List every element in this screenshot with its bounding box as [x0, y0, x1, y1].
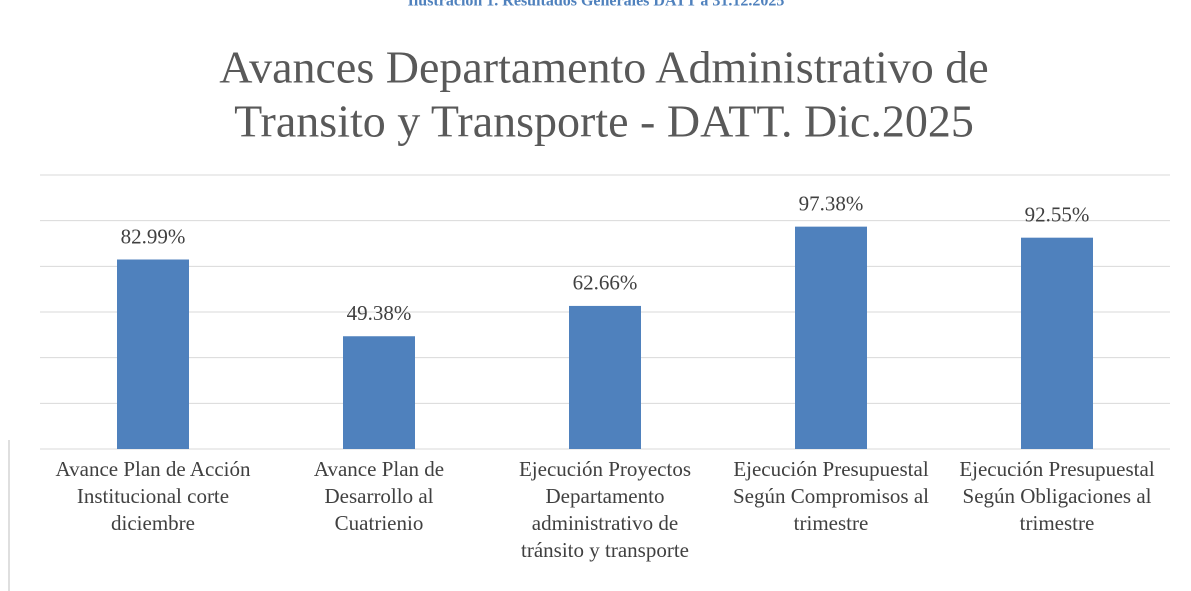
bar: [1021, 237, 1093, 449]
data-label: 92.55%: [1025, 202, 1090, 226]
chart-title: Avances Departamento Administrativo de: [219, 42, 988, 93]
x-tick-label: Ejecución Presupuestal Según Obligacione…: [959, 457, 1155, 535]
data-label: 49.38%: [347, 301, 412, 325]
data-label: 97.38%: [799, 191, 864, 215]
x-tick-label: Avance Plan de Acción Institucional cort…: [55, 457, 251, 535]
bar: [569, 305, 641, 449]
bar: [795, 226, 867, 449]
x-tick-label: Ejecución Presupuestal Según Compromisos…: [732, 457, 929, 535]
bar: [343, 336, 415, 449]
x-tick-label: Avance Plan de Desarrollo al Cuatrienio: [313, 457, 445, 535]
data-label: 82.99%: [121, 224, 186, 248]
chart-title: Transito y Transporte - DATT. Dic.2025: [234, 96, 974, 147]
caption: Ilustración 1. Resultados Generales DATT…: [408, 0, 785, 10]
bar: [117, 259, 189, 449]
x-tick-label: Ejecución Proyectos Departamento adminis…: [518, 457, 692, 562]
data-label: 62.66%: [573, 271, 638, 295]
